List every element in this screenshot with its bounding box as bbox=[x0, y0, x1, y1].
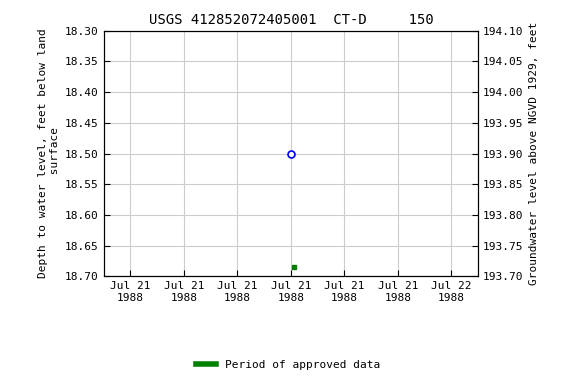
Y-axis label: Groundwater level above NGVD 1929, feet: Groundwater level above NGVD 1929, feet bbox=[529, 22, 539, 285]
Y-axis label: Depth to water level, feet below land
 surface: Depth to water level, feet below land su… bbox=[38, 29, 59, 278]
Legend: Period of approved data: Period of approved data bbox=[191, 356, 385, 375]
Title: USGS 412852072405001  CT-D     150: USGS 412852072405001 CT-D 150 bbox=[149, 13, 433, 27]
